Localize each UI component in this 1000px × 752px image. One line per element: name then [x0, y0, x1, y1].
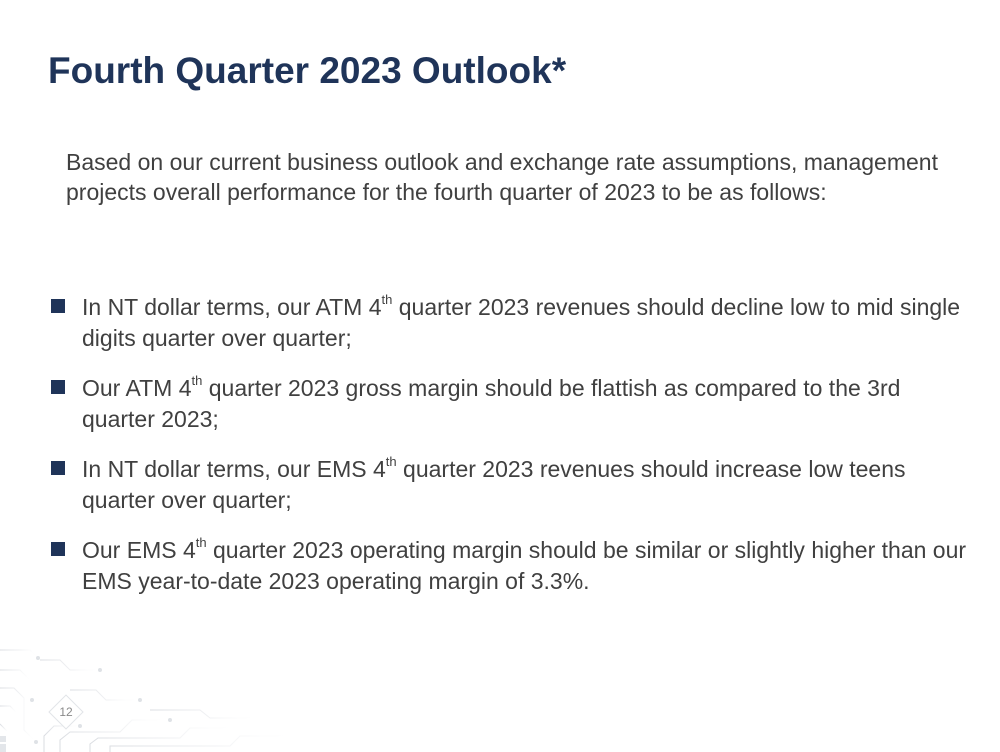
ordinal-suffix: th — [191, 373, 203, 389]
outlook-bullet-list: In NT dollar terms, our ATM 4th quarter … — [48, 292, 968, 616]
bullet-atm-gross-margin: Our ATM 4th quarter 2023 gross margin sh… — [48, 373, 968, 435]
ordinal-suffix: th — [385, 454, 397, 470]
square-bullet-icon — [51, 380, 65, 394]
bullet-ems-operating-margin: Our EMS 4th quarter 2023 operating margi… — [48, 535, 968, 597]
ordinal-suffix: th — [381, 292, 393, 308]
bullet-text: quarter 2023 gross margin should be flat… — [82, 375, 901, 432]
slide-title: Fourth Quarter 2023 Outlook* — [48, 50, 567, 91]
bullet-text: quarter 2023 revenues should increase lo… — [82, 456, 906, 513]
page-number: 12 — [59, 705, 73, 719]
circuit-pattern-decoration — [0, 649, 332, 752]
ordinal-suffix: th — [195, 535, 207, 551]
bullet-text: In NT dollar terms, our ATM 4 — [82, 294, 382, 320]
bullet-text: In NT dollar terms, our EMS 4 — [82, 456, 386, 482]
intro-paragraph: Based on our current business outlook an… — [66, 149, 938, 205]
bullet-text: quarter 2023 operating margin should be … — [82, 537, 967, 594]
bullet-text: Our EMS 4 — [82, 537, 196, 563]
bullet-atm-revenue: In NT dollar terms, our ATM 4th quarter … — [48, 292, 968, 354]
square-bullet-icon — [51, 461, 65, 475]
bullet-ems-revenue: In NT dollar terms, our EMS 4th quarter … — [48, 454, 968, 516]
bullet-text: quarter 2023 revenues should decline low… — [82, 294, 961, 351]
square-bullet-icon — [51, 299, 65, 313]
square-bullet-icon — [51, 542, 65, 556]
bullet-text: Our ATM 4 — [82, 375, 192, 401]
